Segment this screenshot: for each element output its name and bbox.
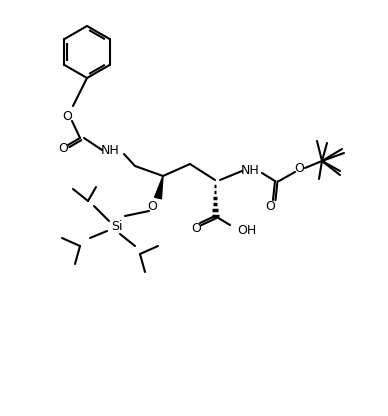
Text: O: O	[191, 223, 201, 235]
Text: O: O	[62, 109, 72, 122]
Text: Si: Si	[111, 220, 123, 233]
Text: NH: NH	[100, 144, 120, 156]
Text: O: O	[58, 141, 68, 154]
Text: O: O	[147, 201, 157, 213]
Text: O: O	[294, 161, 304, 174]
Text: O: O	[265, 201, 275, 213]
Text: OH: OH	[237, 223, 256, 237]
Polygon shape	[154, 176, 163, 199]
Text: NH: NH	[241, 164, 259, 178]
